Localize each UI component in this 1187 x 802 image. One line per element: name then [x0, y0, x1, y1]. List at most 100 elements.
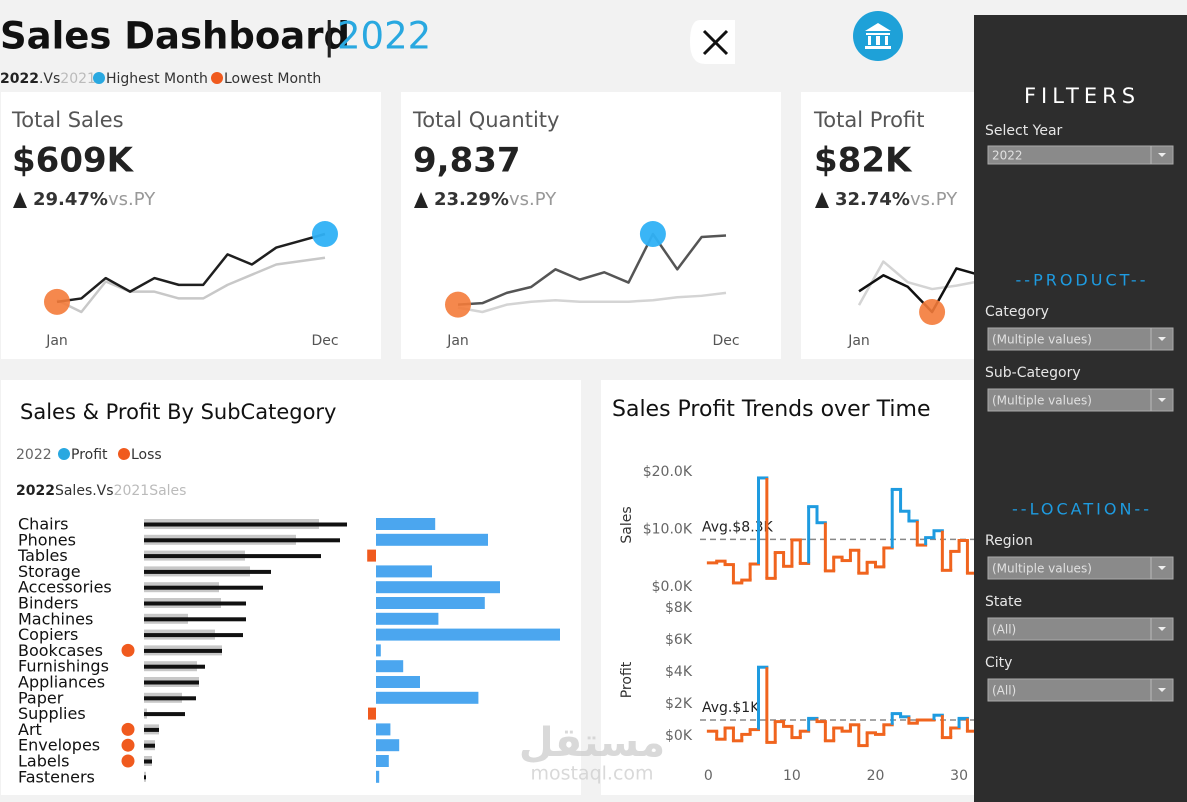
loss-dot	[121, 643, 135, 657]
dropdown[interactable]	[987, 327, 1174, 351]
y-tick-label: $0.0K	[652, 579, 693, 595]
sales-bar	[144, 554, 321, 559]
dropdown-arrow	[1158, 627, 1166, 631]
dropdown[interactable]	[987, 556, 1174, 580]
dropdown[interactable]	[987, 617, 1174, 641]
chart-title: Sales & Profit By SubCategory	[20, 400, 336, 424]
x-tick-label: Dec	[712, 333, 739, 349]
profit-bar	[376, 723, 391, 736]
profit-bar	[376, 533, 488, 546]
close-button[interactable]	[690, 20, 735, 64]
profit-bar	[376, 739, 400, 752]
axis-title: Sales	[619, 506, 635, 543]
legend-dot	[58, 448, 70, 460]
legend-dot	[118, 448, 130, 460]
sales-bar	[144, 648, 222, 653]
sparkline	[56, 256, 326, 314]
highest-marker	[312, 221, 338, 247]
sales-bar	[144, 712, 185, 717]
comparison-current: 2022	[16, 483, 55, 499]
comparison-current-measure: Sales	[55, 483, 92, 499]
dropdown[interactable]	[987, 678, 1174, 702]
dropdown-value: (Multiple values)	[992, 333, 1092, 347]
legend-dot	[93, 72, 105, 84]
up-arrow	[13, 192, 27, 208]
kpi-change: 23.29%	[434, 189, 509, 210]
sales-bar	[144, 569, 271, 574]
sales-bar	[144, 522, 347, 527]
filter-label: City	[985, 655, 1012, 671]
sales-bar	[144, 759, 152, 764]
dropdown-arrow	[1158, 337, 1166, 341]
kpi-suffix: vs.PY	[910, 189, 958, 210]
profit-bar	[376, 755, 389, 767]
title-separator: |	[323, 15, 335, 58]
dropdown[interactable]	[987, 388, 1174, 412]
category-label: Bookcases	[18, 641, 103, 660]
kpi-value: $609K	[12, 141, 135, 181]
close-icon	[702, 29, 729, 56]
x-tick-label: Jan	[446, 333, 469, 349]
x-tick-label: Jan	[45, 333, 68, 349]
dropdown-arrow	[1158, 688, 1166, 692]
profit-bar	[376, 770, 380, 783]
y-tick-label: $20.0K	[643, 464, 693, 480]
lowest-marker	[445, 291, 471, 318]
category-label: Binders	[18, 594, 78, 613]
category-label: Tables	[17, 546, 68, 565]
category-label: Furnishings	[18, 657, 109, 676]
filter-heading: --PRODUCT--	[1016, 271, 1149, 290]
category-label: Storage	[18, 562, 81, 581]
category-label: Machines	[18, 609, 93, 628]
up-arrow	[414, 192, 428, 208]
category-label: Fasteners	[18, 767, 95, 786]
legend-year: 2022	[16, 447, 52, 463]
y-tick-label: $0K	[665, 728, 693, 744]
filter-label: Region	[985, 533, 1033, 549]
sales-bar	[144, 775, 146, 780]
sparkline	[457, 291, 727, 314]
category-label: Copiers	[18, 625, 78, 644]
legend-loss: Loss	[131, 447, 162, 463]
charts: JanDecJanDecJanDecSales & Profit By SubC…	[16, 221, 1168, 786]
average-label: Avg.$1K	[702, 700, 760, 716]
profit-bar	[376, 581, 500, 594]
filter-heading: --LOCATION--	[1012, 500, 1152, 519]
axis-title: Profit	[619, 661, 635, 698]
sales-bar	[144, 601, 246, 606]
kpi-change: 29.47%	[33, 189, 108, 210]
dropdown-value: 2022	[992, 149, 1023, 163]
profit-bar	[376, 691, 479, 704]
filter-label: Category	[985, 304, 1049, 320]
comparison-previous-measure: Sales	[149, 483, 186, 499]
filter-controls: Select Year 2022 Category (Multiple values)…	[985, 123, 1174, 702]
dropdown-value: (All)	[992, 684, 1016, 698]
legend-dot	[211, 72, 223, 84]
dropdown[interactable]	[987, 145, 1174, 165]
x-tick-label: Jan	[847, 333, 870, 349]
kpi-change: 32.74%	[835, 189, 910, 210]
profit-bar	[376, 676, 420, 688]
dropdown-value: (Multiple values)	[992, 562, 1092, 576]
category-label: Envelopes	[18, 736, 100, 755]
lowest-marker	[44, 288, 70, 315]
category-label: Art	[18, 720, 42, 739]
dropdown-arrow	[1158, 153, 1166, 157]
loss-dot	[121, 738, 135, 752]
average-label: Avg.$8.3K	[702, 519, 774, 535]
comparison-previous: 2021	[114, 483, 150, 499]
kpi-title: Total Quantity	[412, 108, 559, 132]
kpi-value: $82K	[814, 141, 913, 181]
legend-lowest: Lowest Month	[224, 71, 321, 87]
kpi-change-line: 23.29%vs.PY	[434, 189, 557, 210]
sales-bar	[144, 617, 246, 622]
loss-dot	[121, 722, 135, 736]
legend-previous: 2021	[60, 71, 96, 87]
filter-label: Sub-Category	[985, 365, 1081, 381]
comparison-legend: 2022Sales.Vs2021Sales	[16, 483, 186, 499]
dropdown-value: (Multiple values)	[992, 394, 1092, 408]
legend-vs: .Vs	[39, 71, 60, 87]
profit-bar	[367, 549, 376, 562]
